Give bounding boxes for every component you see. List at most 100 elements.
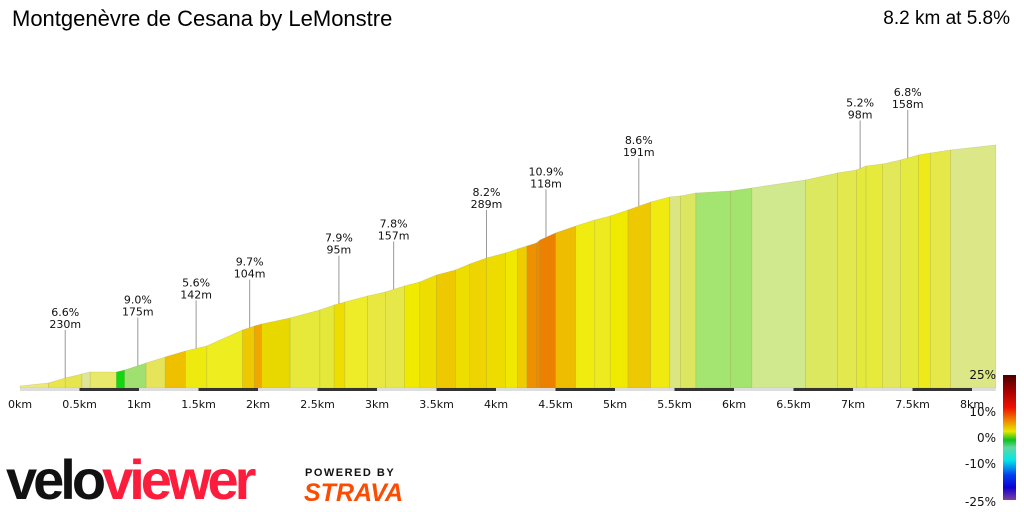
gradient-segment: [185, 345, 208, 389]
x-tick-label: 0km: [8, 398, 32, 411]
x-tick-label: 5km: [603, 398, 627, 411]
annotation-grade: 8.6%: [625, 134, 653, 147]
annotation-length: 191m: [623, 146, 655, 159]
gradient-segment: [918, 152, 931, 389]
gradient-segment: [930, 149, 951, 389]
x-tick-label: 3.5km: [419, 398, 454, 411]
gradient-segment: [469, 257, 487, 389]
distance-bar-segment: [555, 388, 615, 391]
gradient-segment: [526, 242, 537, 389]
distance-bar-segment: [793, 388, 853, 391]
x-tick-label: 5.5km: [657, 398, 692, 411]
distance-bar-segment: [853, 388, 913, 391]
gradient-segment: [455, 263, 471, 389]
annotation-grade: 5.6%: [182, 277, 210, 290]
colorbar-label: 0%: [977, 431, 996, 445]
gradient-segment: [319, 304, 335, 389]
annotation-grade: 6.8%: [894, 86, 922, 99]
gradient-segment: [419, 274, 437, 389]
logo-velo: velo: [6, 448, 106, 511]
distance-bar-segment: [79, 388, 139, 391]
gradient-segment: [865, 163, 884, 389]
gradient-segment: [81, 371, 91, 389]
gradient-segment: [536, 239, 541, 389]
gradient-segment: [206, 329, 243, 389]
annotation-grade: 7.9%: [325, 232, 353, 245]
powered-by-label: POWERED BY: [305, 467, 396, 479]
x-tick-label: 7.5km: [895, 398, 930, 411]
gradient-segment: [48, 377, 66, 389]
annotation-grade: 10.9%: [529, 165, 564, 178]
x-tick-label: 4.5km: [538, 398, 573, 411]
gradient-segment: [609, 209, 629, 389]
colorbar-label: 25%: [969, 368, 996, 382]
annotation-grade: 6.6%: [51, 306, 79, 319]
annotation-length: 289m: [471, 198, 503, 211]
gradient-segment: [254, 323, 262, 389]
gradient-segment: [344, 295, 368, 389]
x-tick-label: 6.5km: [776, 398, 811, 411]
distance-bar-segment: [912, 388, 972, 391]
gradient-segment: [539, 232, 556, 389]
gradient-segment: [695, 190, 731, 389]
annotation-grade: 5.2%: [846, 97, 874, 110]
x-tick-label: 3km: [365, 398, 389, 411]
gradient-segment: [124, 362, 147, 389]
annotation-length: 142m: [180, 289, 212, 302]
gradient-segment: [856, 165, 867, 389]
gradient-segment: [242, 325, 255, 389]
gradient-segment: [404, 281, 421, 389]
x-tick-label: 2.5km: [300, 398, 335, 411]
x-tick-label: 7km: [841, 398, 865, 411]
x-tick-label: 6km: [722, 398, 746, 411]
x-tick-label: 8km: [960, 398, 984, 411]
gradient-segment: [680, 192, 697, 389]
annotation-length: 118m: [530, 177, 562, 190]
x-tick-label: 1.5km: [181, 398, 216, 411]
annotation-length: 95m: [327, 244, 352, 257]
gradient-segment: [950, 144, 997, 389]
gradient-segment: [436, 269, 456, 389]
distance-bar-segment: [317, 388, 377, 391]
gradient-segment: [164, 350, 186, 389]
gradient-segment: [385, 285, 405, 389]
gradient-segment: [805, 172, 838, 389]
distance-bar-segment: [615, 388, 675, 391]
x-tick-label: 0.5km: [62, 398, 97, 411]
annotation-grade: 9.0%: [124, 294, 152, 307]
colorbar-label: 10%: [969, 405, 996, 419]
gradient-segment: [145, 356, 166, 389]
distance-bar-segment: [972, 388, 996, 391]
distance-bar-segment: [674, 388, 734, 391]
distance-bar-segment: [258, 388, 318, 391]
gradient-segment: [367, 291, 386, 389]
gradient-segment: [505, 248, 518, 389]
distance-bar-segment: [496, 388, 556, 391]
gradient-segment: [486, 252, 506, 389]
annotation-grade: 8.2%: [473, 186, 501, 199]
gradient-segment: [64, 373, 83, 389]
distance-bar-segment: [139, 388, 199, 391]
climb-summary: 8.2 km at 5.8%: [883, 8, 1010, 29]
strava-logo: STRAVA: [304, 479, 404, 507]
gradient-segment: [19, 382, 49, 389]
distance-bar-segment: [377, 388, 437, 391]
distance-bar-segment: [734, 388, 794, 391]
gradient-segment: [289, 309, 321, 389]
gradient-segment: [116, 369, 126, 389]
gradient-segment: [89, 371, 117, 389]
gradient-segment: [837, 169, 857, 389]
gradient-segment: [751, 179, 806, 389]
annotation-length: 158m: [892, 98, 924, 111]
annotation-grade: 7.8%: [380, 217, 408, 230]
page-title: Montgenèvre de Cesana by LeMonstre: [12, 6, 393, 31]
gradient-segment: [900, 154, 919, 389]
x-tick-label: 4km: [484, 398, 508, 411]
annotation-length: 104m: [234, 268, 266, 281]
logo-viewer: viewer: [102, 448, 256, 511]
gradient-segment: [730, 187, 753, 389]
annotation-length: 230m: [49, 318, 81, 331]
gradient-segment: [627, 201, 652, 389]
x-tick-label: 2km: [246, 398, 270, 411]
